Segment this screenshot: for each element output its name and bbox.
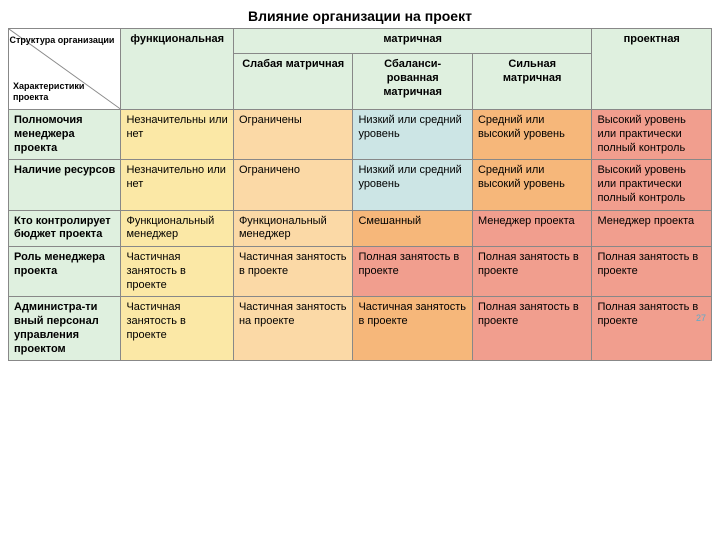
header-project: проектная: [592, 29, 712, 110]
corner-cell: Структура организации Характеристики про…: [9, 29, 121, 110]
table-cell: Функциональный менеджер: [233, 210, 353, 247]
table-cell: Высокий уровень или практически полный к…: [592, 110, 712, 160]
table-cell: Полная занятость в проекте 27: [592, 297, 712, 361]
table-cell: Ограничены: [233, 110, 353, 160]
row-label: Администра-ти вный персонал управления п…: [9, 297, 121, 361]
table-cell: Менеджер проекта: [472, 210, 592, 247]
table-cell: Частичная занятость на проекте: [233, 297, 353, 361]
row-label: Наличие ресурсов: [9, 160, 121, 210]
table-cell: Полная занятость в проекте: [353, 247, 473, 297]
table-row: Администра-ти вный персонал управления п…: [9, 297, 712, 361]
table-cell: Функциональный менеджер: [121, 210, 233, 247]
table-cell: Незначительны или нет: [121, 110, 233, 160]
table-cell: Незначительно или нет: [121, 160, 233, 210]
table-cell: Низкий или средний уровень: [353, 110, 473, 160]
row-label: Полномочия менеджера проекта: [9, 110, 121, 160]
table-cell: Полная занятость в проекте: [472, 297, 592, 361]
header-matrix: матричная: [233, 29, 592, 54]
page-number: 27: [696, 313, 706, 324]
corner-bottom-label: Характеристики проекта: [13, 81, 120, 103]
table-row: Полномочия менеджера проектаНезначительн…: [9, 110, 712, 160]
table-cell: Средний или высокий уровень: [472, 110, 592, 160]
table-cell: Частичная занятость в проекте: [121, 297, 233, 361]
table-cell: Частичная занятость в проекте: [233, 247, 353, 297]
table-cell: Полная занятость в проекте: [472, 247, 592, 297]
table-row: Роль менеджера проектаЧастичная занятост…: [9, 247, 712, 297]
table-cell: Средний или высокий уровень: [472, 160, 592, 210]
table-row: Кто контролирует бюджет проектаФункциона…: [9, 210, 712, 247]
table-cell: Ограничено: [233, 160, 353, 210]
header-matrix-weak: Слабая матричная: [233, 54, 353, 110]
table-cell: Полная занятость в проекте: [592, 247, 712, 297]
table-row: Наличие ресурсовНезначительно или нетОгр…: [9, 160, 712, 210]
row-label: Кто контролирует бюджет проекта: [9, 210, 121, 247]
org-influence-table: Структура организации Характеристики про…: [8, 28, 712, 361]
table-cell: Смешанный: [353, 210, 473, 247]
corner-top-label: Структура организации: [9, 35, 114, 46]
row-label: Роль менеджера проекта: [9, 247, 121, 297]
table-cell: Высокий уровень или практически полный к…: [592, 160, 712, 210]
header-matrix-strong: Сильная матричная: [472, 54, 592, 110]
table-cell: Частичная занятость в проекте: [353, 297, 473, 361]
table-cell: Частичная занятость в проекте: [121, 247, 233, 297]
header-functional: функциональная: [121, 29, 233, 110]
header-matrix-balanced: Сбаланси-рованная матричная: [353, 54, 473, 110]
table-cell: Менеджер проекта: [592, 210, 712, 247]
page-title: Влияние организации на проект: [8, 8, 712, 24]
table-cell: Низкий или средний уровень: [353, 160, 473, 210]
